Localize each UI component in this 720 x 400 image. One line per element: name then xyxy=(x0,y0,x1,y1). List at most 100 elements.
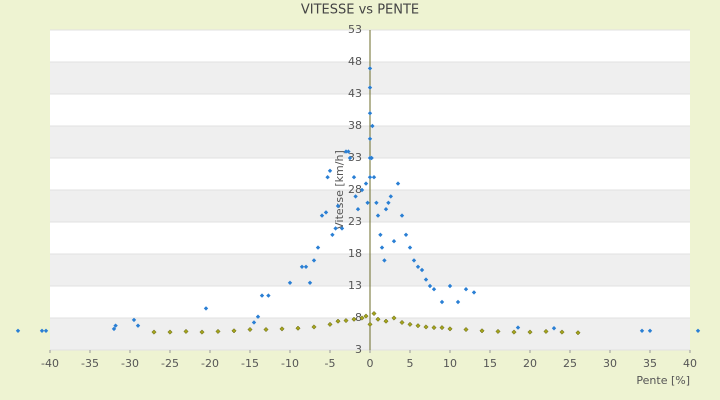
point xyxy=(319,213,325,218)
point xyxy=(335,203,341,209)
y-tick-label: 18 xyxy=(348,247,362,260)
point xyxy=(391,239,397,244)
point xyxy=(351,316,357,322)
point xyxy=(479,328,485,334)
point xyxy=(427,283,433,289)
x-axis-label: Pente [%] xyxy=(636,374,690,387)
point xyxy=(327,168,333,173)
point xyxy=(511,329,517,335)
point xyxy=(111,326,117,332)
point xyxy=(551,326,557,331)
point xyxy=(439,299,445,305)
point xyxy=(251,320,257,325)
point xyxy=(575,330,581,336)
point xyxy=(279,326,285,332)
point xyxy=(371,175,377,180)
point xyxy=(359,315,365,321)
x-tick-label: 0 xyxy=(367,357,374,370)
x-tick-label: -25 xyxy=(161,357,179,370)
x-tick-label: 10 xyxy=(443,357,457,370)
point xyxy=(439,325,445,331)
y-tick-label: 28 xyxy=(348,183,362,196)
point xyxy=(131,317,137,323)
point xyxy=(15,328,21,333)
x-tick-label: 5 xyxy=(407,357,414,370)
x-tick-label: -20 xyxy=(201,357,219,370)
point xyxy=(369,155,374,161)
point xyxy=(335,318,341,324)
point xyxy=(423,277,429,282)
point xyxy=(647,328,653,333)
x-tick-label: -35 xyxy=(81,357,99,370)
point xyxy=(299,264,305,269)
x-tick-label: -10 xyxy=(281,357,299,370)
point xyxy=(375,213,381,218)
point xyxy=(367,136,373,141)
point xyxy=(382,258,387,263)
point xyxy=(386,200,391,205)
point xyxy=(431,287,437,292)
y-tick-label: 53 xyxy=(348,23,362,36)
x-tick-label: -5 xyxy=(325,357,336,370)
point xyxy=(351,175,357,180)
point xyxy=(363,181,369,186)
x-tick-label: 40 xyxy=(683,357,697,370)
point xyxy=(367,111,373,116)
point xyxy=(343,149,349,154)
point xyxy=(383,207,389,212)
point xyxy=(463,287,469,292)
point xyxy=(359,187,365,193)
point xyxy=(315,245,321,250)
point xyxy=(343,318,349,324)
point xyxy=(543,328,549,334)
y-tick-label: 13 xyxy=(348,279,362,292)
x-tick-label: -40 xyxy=(41,357,59,370)
point xyxy=(375,316,381,322)
point xyxy=(339,226,345,231)
x-tick-label: 30 xyxy=(603,357,617,370)
point xyxy=(374,200,379,205)
x-tick-label: 20 xyxy=(523,357,537,370)
point xyxy=(495,328,501,334)
point xyxy=(415,323,421,329)
y-tick-label: 43 xyxy=(348,87,362,100)
point xyxy=(231,328,237,334)
x-tick-label: -15 xyxy=(241,357,259,370)
point xyxy=(471,290,477,295)
point xyxy=(255,314,261,319)
x-tick-label: -30 xyxy=(121,357,139,370)
point xyxy=(43,328,49,333)
y-axis-label: Vitesse [km/h] xyxy=(333,150,346,230)
point xyxy=(639,328,645,333)
point xyxy=(391,315,397,321)
point xyxy=(363,313,369,319)
point xyxy=(463,326,469,333)
point xyxy=(323,210,329,215)
point xyxy=(183,328,189,334)
y-tick-label: 8 xyxy=(355,311,362,324)
point xyxy=(311,324,317,330)
point xyxy=(307,280,313,285)
point xyxy=(346,149,351,154)
point xyxy=(378,232,383,237)
point xyxy=(259,293,265,298)
point xyxy=(311,258,317,263)
point xyxy=(365,200,370,205)
point xyxy=(203,306,209,311)
point xyxy=(247,326,253,333)
point xyxy=(527,329,533,335)
y-tick-label: 38 xyxy=(348,119,362,132)
point xyxy=(559,329,565,335)
point xyxy=(167,329,173,335)
point xyxy=(113,323,118,328)
point xyxy=(325,175,330,180)
point xyxy=(379,245,385,250)
point xyxy=(151,329,157,335)
x-tick-label: 15 xyxy=(483,357,497,370)
point xyxy=(415,264,421,269)
point xyxy=(399,319,405,326)
y-tick-label: 33 xyxy=(348,151,362,164)
point xyxy=(263,326,269,333)
point xyxy=(367,175,373,180)
